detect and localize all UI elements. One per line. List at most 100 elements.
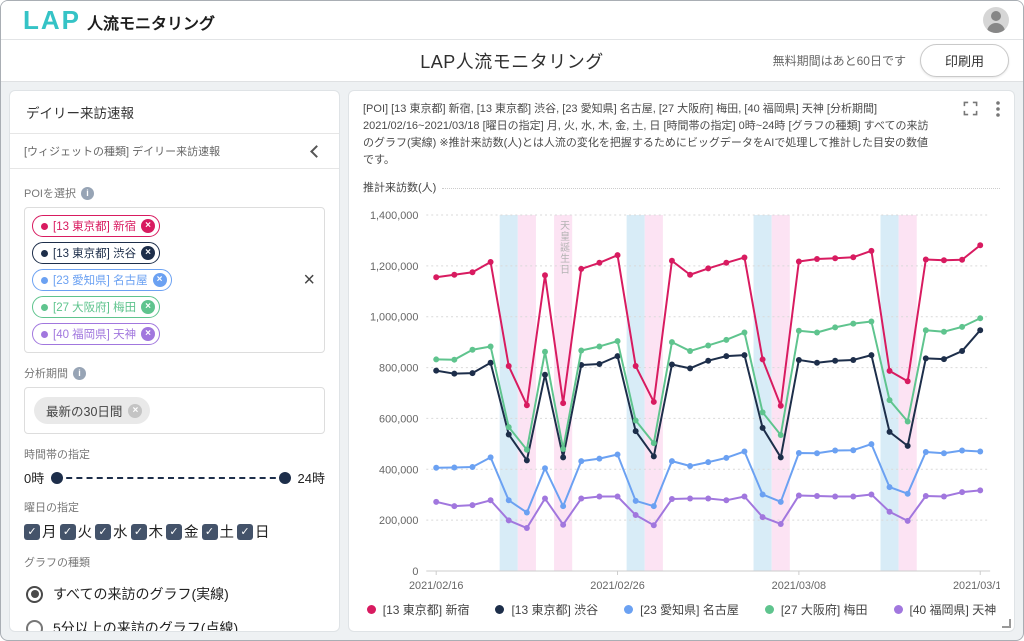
weekday-item-土: ✓ 土 [201,521,235,542]
graph-type-option[interactable]: すべての来訪のグラフ(実線) [26,584,323,604]
trial-period-note: 無料期間はあと60日です [772,54,906,68]
poi-chip-dot-icon [41,222,48,230]
widget-type-label: [ウィジェットの種類] デイリー来訪速報 [24,146,221,158]
svg-text:天皇誕生日: 天皇誕生日 [560,221,570,276]
poi-chip[interactable]: [13 東京都] 新宿 × [32,215,161,237]
legend-dot-icon [893,605,903,615]
remove-poi-icon[interactable]: × [141,327,156,341]
legend-label: [40 福岡県] 天神 [909,603,997,618]
weekday-checkbox-日[interactable]: ✓ [237,523,253,540]
top-header: LAP 人流モニタリング [1,1,1023,40]
time-range-slider-row: 0時 24時 [24,468,325,487]
weekday-label: 火 [77,525,93,541]
daily-visits-chart-card: [POI] [13 東京都] 新宿, [13 東京都] 渋谷, [23 愛知県]… [348,90,1015,632]
clear-poi-selection-button[interactable]: × [303,269,315,291]
svg-text:2021/02/16: 2021/02/16 [409,580,463,592]
remove-poi-icon[interactable]: × [141,219,156,233]
legend-label: [27 大阪府] 梅田 [780,603,868,618]
lap-logo-text: 人流モニタリング [87,15,216,33]
page-title: LAP人流モニタリング [420,51,604,72]
legend-dot-icon [624,605,634,615]
graph-type-label: グラフの種類 [24,557,90,569]
resize-handle-icon[interactable] [1002,619,1011,628]
user-avatar[interactable] [983,7,1009,33]
graph-type-radio-group: すべての来訪のグラフ(実線)5分以上の来訪のグラフ(点線)すべて(実線)と5分以… [24,584,325,631]
time-range-label: 時間帯の指定 [24,449,90,461]
remove-poi-icon[interactable]: × [141,300,156,314]
poi-chip[interactable]: [23 愛知県] 名古屋 × [32,269,172,291]
weekday-label: 土 [219,525,235,541]
lap-logo-mark: LAP [23,4,81,35]
main-content: デイリー来訪速報 [ウィジェットの種類] デイリー来訪速報 POIを選択 i [… [1,82,1023,640]
info-icon[interactable]: i [80,186,94,200]
weekday-checkbox-水[interactable]: ✓ [95,523,111,540]
kebab-menu-icon[interactable] [996,101,1000,117]
remove-poi-icon[interactable]: × [152,273,167,287]
poi-chip[interactable]: [13 東京都] 渋谷 × [32,242,161,264]
info-icon[interactable]: i [73,366,86,380]
poi-chip-dot-icon [41,276,48,284]
svg-text:1,400,000: 1,400,000 [370,210,418,222]
period-chip[interactable]: 最新の30日間 × [34,397,151,424]
weekday-checkbox-木[interactable]: ✓ [130,523,147,540]
poi-chip-label: [23 愛知県] 名古屋 [53,275,148,287]
radio-button[interactable] [26,585,43,603]
lap-logo[interactable]: LAP 人流モニタリング [23,7,215,34]
legend-item[interactable]: [13 東京都] 渋谷 [495,601,598,618]
poi-chip-dot-icon [41,330,48,338]
graph-type-option[interactable]: 5分以上の来訪のグラフ(点線) [26,618,323,631]
time-range-start-label: 0時 [24,471,45,486]
radio-button[interactable] [26,619,43,631]
slider-handle-end[interactable] [278,471,291,484]
legend-item[interactable]: [27 大阪府] 梅田 [764,601,868,618]
svg-text:1,200,000: 1,200,000 [370,261,418,273]
remove-period-icon[interactable]: × [128,403,143,418]
svg-text:2021/03/08: 2021/03/08 [772,580,826,592]
poi-chip-dot-icon [41,303,48,311]
legend-dot-icon [495,605,505,615]
weekday-label: 日 [255,525,270,541]
legend-item[interactable]: [40 福岡県] 天神 [893,601,997,618]
y-axis-title: 推計来訪数(人) [363,182,437,195]
weekday-checkbox-group: ✓ 月 ✓ 火 ✓ 水 ✓ 木 ✓ 金 ✓ 土 ✓ 日 [24,521,325,542]
time-range-slider[interactable] [51,471,291,484]
legend-dot-icon [366,605,376,615]
print-button[interactable]: 印刷用 [919,44,1009,77]
weekday-item-木: ✓ 木 [130,521,163,542]
weekday-checkbox-月[interactable]: ✓ [24,523,40,540]
collapse-panel-icon[interactable] [310,144,323,158]
poi-chip[interactable]: [27 大阪府] 梅田 × [32,296,161,318]
svg-text:200,000: 200,000 [379,515,418,527]
legend-item[interactable]: [13 東京都] 新宿 [366,601,469,618]
weekday-label: 月 [42,525,57,541]
svg-text:2021/03/18: 2021/03/18 [953,580,1000,592]
weekday-item-火: ✓ 火 [59,521,93,542]
legend-item[interactable]: [23 愛知県] 名古屋 [624,601,739,618]
radio-label: すべての来訪のグラフ(実線) [53,586,229,602]
time-range-end-label: 24時 [297,471,325,486]
widget-settings-form: POIを選択 i [13 東京都] 新宿 × [13 東京都] 渋谷 × [23 愛知県… [10,169,339,631]
weekday-item-日: ✓ 日 [237,521,270,542]
widget-type-row: [ウィジェットの種類] デイリー来訪速報 [10,134,339,169]
weekday-checkbox-火[interactable]: ✓ [59,523,76,540]
legend-dot-icon [764,605,774,615]
period-chip-label: 最新の30日間 [46,405,123,419]
poi-chip[interactable]: [40 福岡県] 天神 × [32,323,161,345]
analysis-period-label: 分析期間 [24,368,68,380]
slider-handle-start[interactable] [51,471,64,484]
poi-chip-label: [13 東京都] 渋谷 [53,248,137,260]
fullscreen-icon[interactable] [963,101,978,117]
remove-poi-icon[interactable]: × [141,246,156,260]
legend-label: [13 東京都] 渋谷 [511,603,599,618]
svg-text:400,000: 400,000 [379,464,418,476]
dotted-separator [442,187,1000,190]
poi-chips-box: [13 東京都] 新宿 × [13 東京都] 渋谷 × [23 愛知県] 名古屋 × [27… [24,207,325,353]
poi-chip-label: [40 福岡県] 天神 [53,329,137,341]
weekday-checkbox-土[interactable]: ✓ [201,523,218,540]
weekday-checkbox-金[interactable]: ✓ [166,523,182,540]
weekday-item-金: ✓ 金 [166,521,199,542]
poi-chip-label: [27 大阪府] 梅田 [53,302,137,314]
legend-label: [23 愛知県] 名古屋 [640,603,739,618]
weekday-item-月: ✓ 月 [24,521,57,542]
